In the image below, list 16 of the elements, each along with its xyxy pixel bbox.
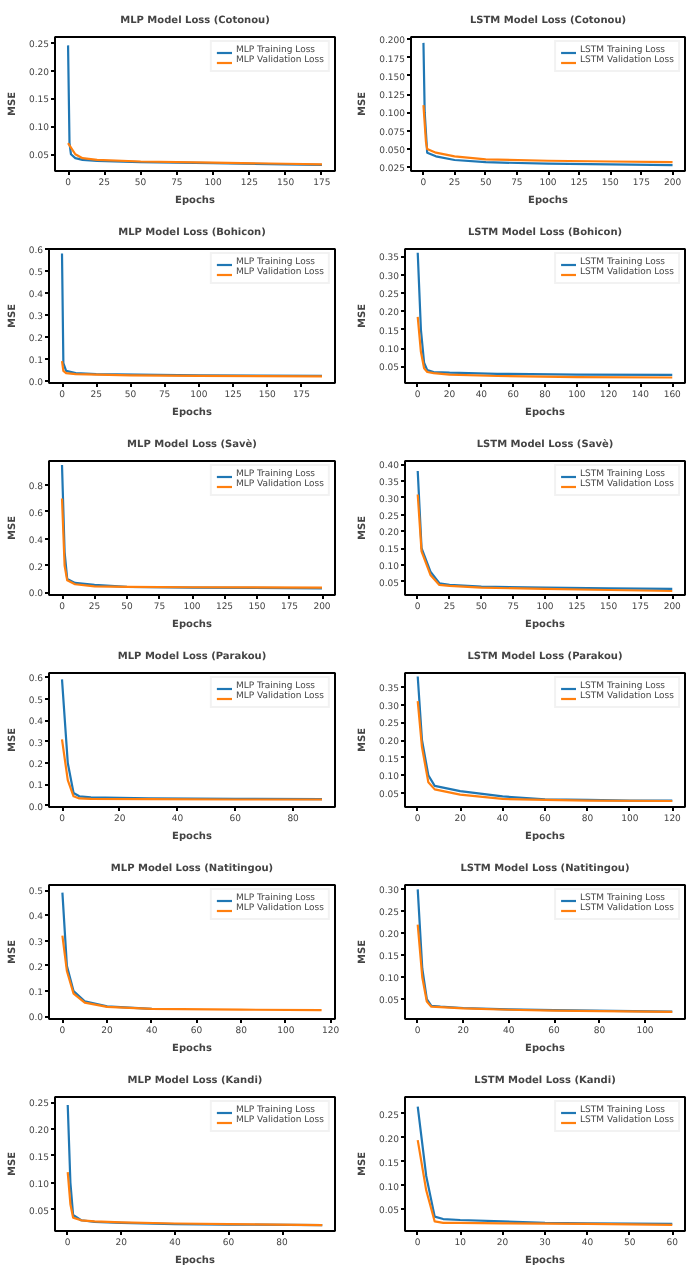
line-series (416, 493, 674, 593)
line-series (60, 738, 324, 801)
line-series (416, 469, 674, 591)
line-series (416, 1138, 674, 1226)
line-series (422, 41, 674, 167)
line-series (66, 1170, 324, 1227)
line-series (66, 141, 324, 166)
line-series (416, 315, 674, 379)
line-series (416, 700, 674, 803)
line-series (416, 923, 674, 1014)
line-series (416, 251, 674, 377)
line-series (422, 104, 674, 164)
line-series (416, 1105, 674, 1225)
line-series (60, 359, 324, 378)
line-series (60, 497, 324, 589)
line-series (61, 934, 323, 1012)
